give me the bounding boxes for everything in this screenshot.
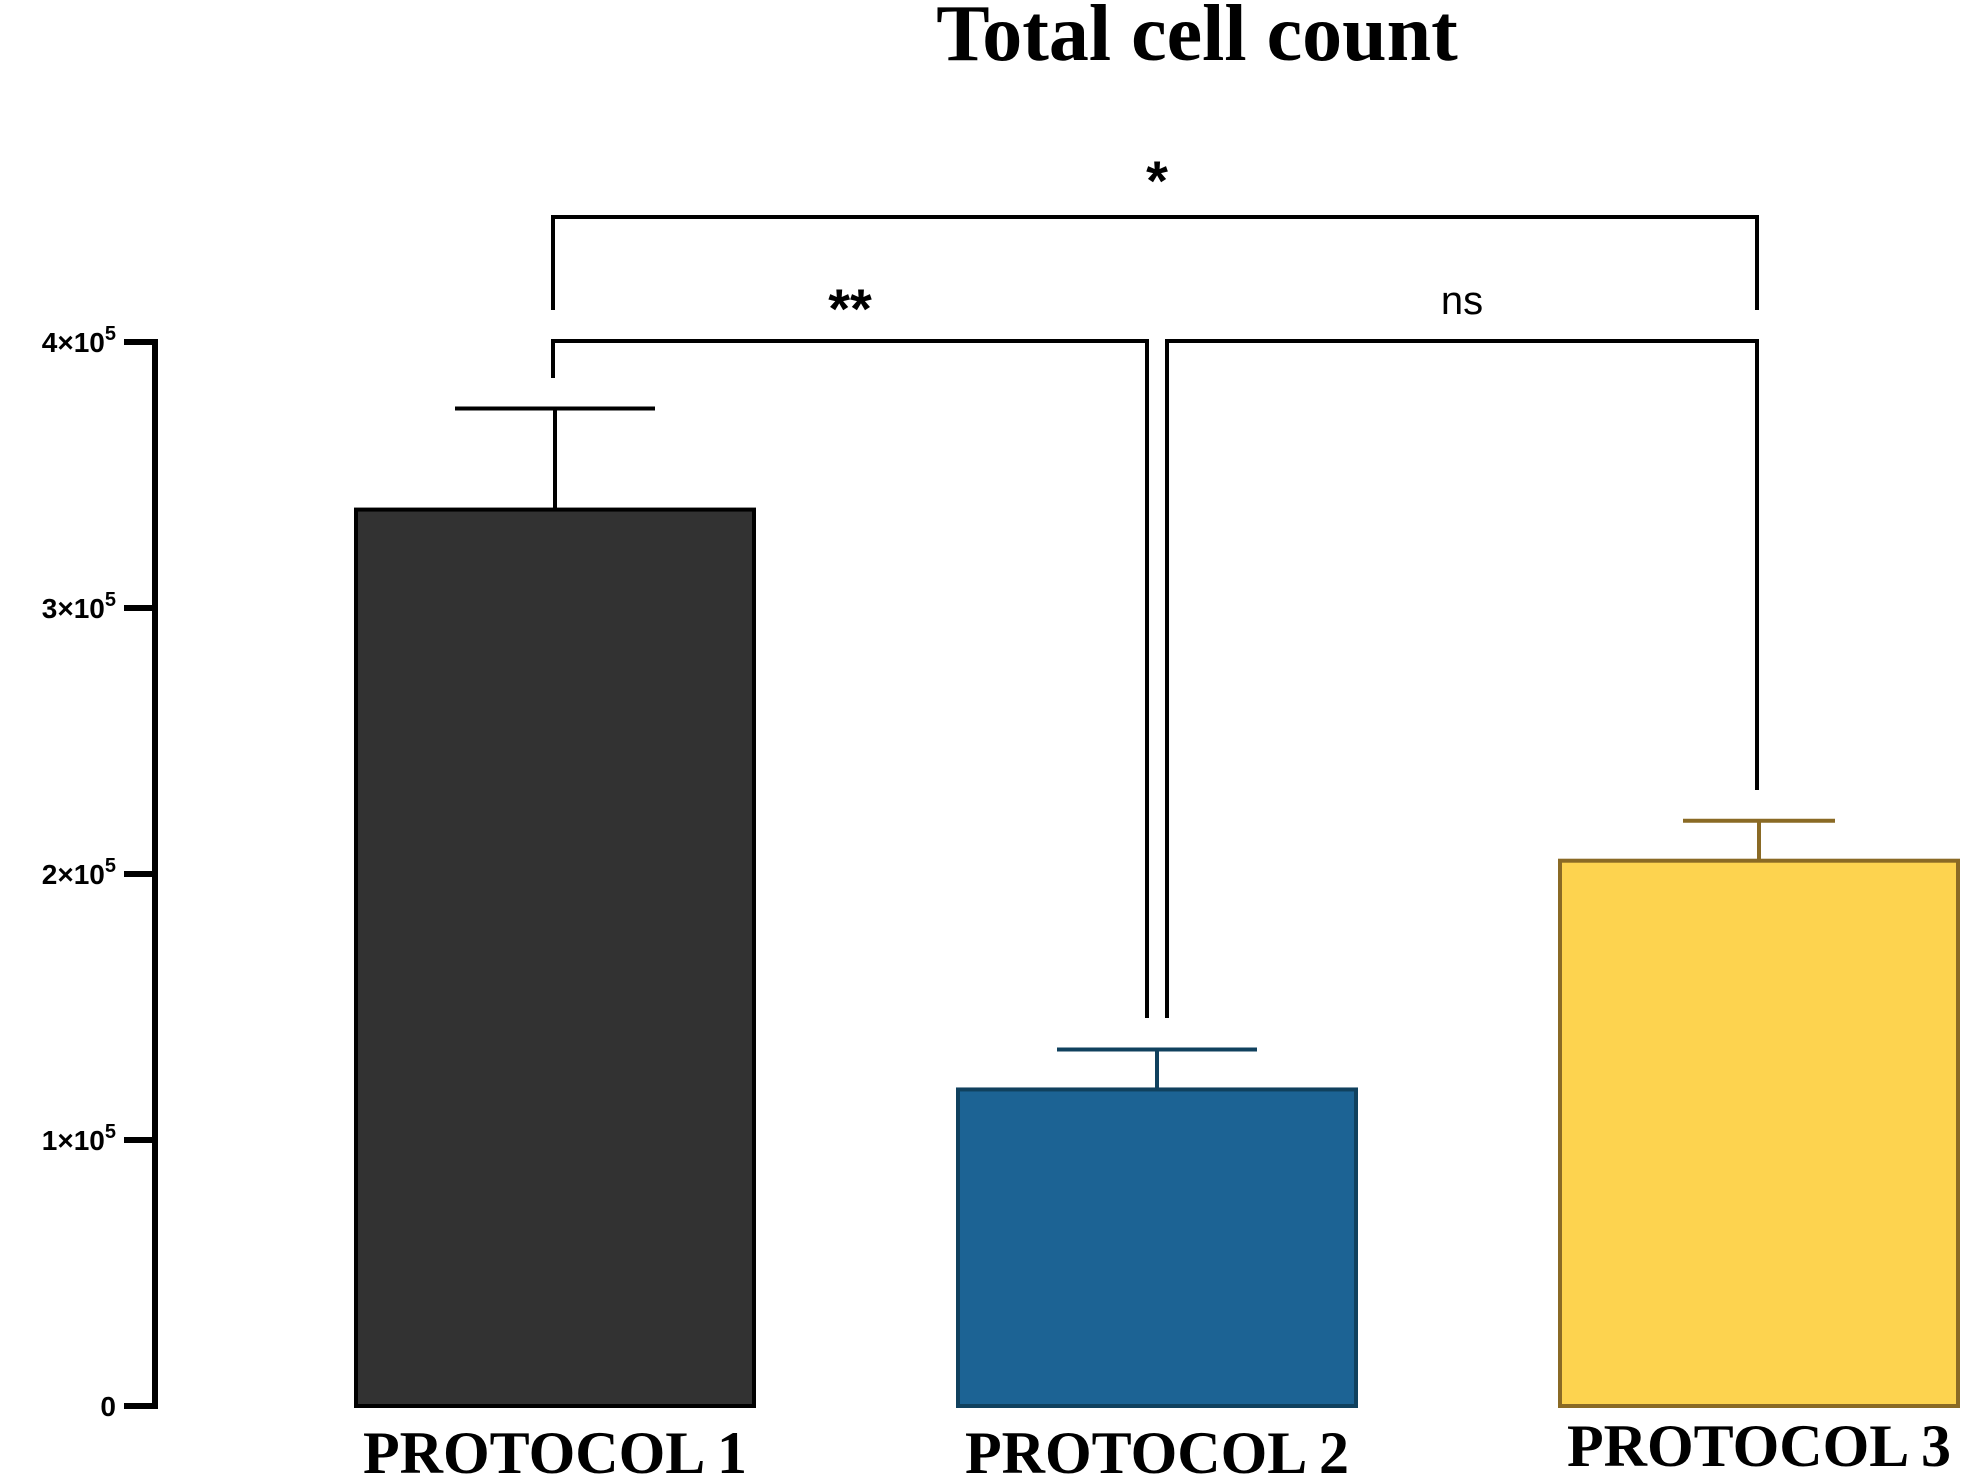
bar (354, 507, 756, 1408)
y-tick-label: 0 (100, 1391, 116, 1422)
y-tick-label: 4×105 (42, 323, 116, 358)
significance-bracket (551, 339, 1149, 1018)
bar (1558, 858, 1960, 1408)
y-axis: 0 1×105 2×105 3×105 4×105 (42, 323, 158, 1422)
category-label: PROTOCOL 3 (1567, 1413, 1951, 1477)
significance-brackets: *** ns (551, 149, 1759, 1018)
y-tick-label: 2×105 (42, 855, 116, 890)
y-tick-label: 3×105 (42, 589, 116, 624)
significance-label: ns (1441, 279, 1483, 323)
category-label: PROTOCOL 1 (363, 1420, 747, 1477)
bars (354, 406, 1960, 1408)
y-tick-label: 1×105 (42, 1121, 116, 1156)
significance-label: ** (828, 277, 872, 340)
category-label: PROTOCOL 2 (965, 1420, 1349, 1477)
bar (956, 1087, 1358, 1408)
chart-title: Total cell count (936, 0, 1458, 78)
significance-bracket (551, 215, 1759, 310)
category-labels: PROTOCOL 1 PROTOCOL 2 PROTOCOL 3 (363, 1413, 1951, 1477)
significance-label: * (1146, 149, 1168, 212)
significance-bracket (1165, 339, 1759, 1018)
